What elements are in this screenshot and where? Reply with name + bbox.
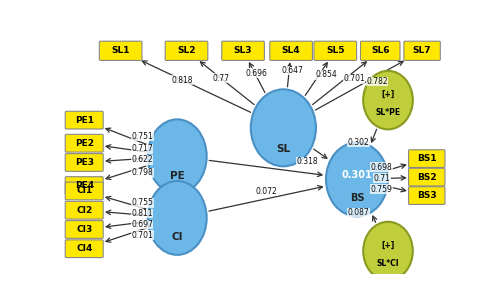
Text: 0.072: 0.072 (256, 187, 277, 196)
Text: SL*CI: SL*CI (376, 259, 400, 268)
Text: 0.696: 0.696 (246, 69, 268, 78)
FancyBboxPatch shape (314, 41, 356, 60)
Text: CI1: CI1 (76, 186, 92, 196)
Text: 0.798: 0.798 (132, 168, 154, 177)
Text: SL6: SL6 (371, 46, 390, 55)
Ellipse shape (148, 119, 206, 193)
Text: 0.701: 0.701 (343, 75, 365, 83)
Text: 0.751: 0.751 (132, 132, 154, 141)
Text: [+]: [+] (382, 89, 394, 99)
Text: 0.71: 0.71 (374, 173, 390, 183)
FancyBboxPatch shape (65, 177, 103, 194)
Text: SL3: SL3 (234, 46, 252, 55)
FancyBboxPatch shape (100, 41, 142, 60)
FancyBboxPatch shape (165, 41, 208, 60)
Text: PE1: PE1 (74, 116, 94, 125)
Ellipse shape (251, 89, 316, 166)
Text: CI: CI (172, 232, 183, 242)
Text: 0.701: 0.701 (132, 231, 154, 240)
FancyBboxPatch shape (65, 221, 103, 238)
FancyBboxPatch shape (270, 41, 312, 60)
Text: BS: BS (350, 193, 364, 203)
FancyBboxPatch shape (65, 240, 103, 257)
FancyBboxPatch shape (222, 41, 264, 60)
Text: 0.782: 0.782 (366, 77, 388, 86)
Text: 0.622: 0.622 (131, 155, 153, 164)
Text: BS2: BS2 (417, 172, 436, 182)
Text: 0.301: 0.301 (342, 170, 372, 180)
Text: 0.717: 0.717 (131, 144, 153, 153)
Ellipse shape (326, 142, 388, 216)
Text: 0.302: 0.302 (348, 138, 369, 147)
Text: CI2: CI2 (76, 206, 92, 215)
Text: SL7: SL7 (413, 46, 432, 55)
Text: PE3: PE3 (74, 158, 94, 167)
Text: 0.755: 0.755 (132, 198, 154, 207)
Text: BS1: BS1 (417, 154, 436, 163)
Text: SL1: SL1 (112, 46, 130, 55)
FancyBboxPatch shape (65, 134, 103, 152)
Text: PE: PE (170, 171, 184, 180)
FancyBboxPatch shape (65, 201, 103, 219)
FancyBboxPatch shape (65, 154, 103, 171)
FancyBboxPatch shape (65, 111, 103, 129)
Text: 0.087: 0.087 (348, 208, 370, 217)
Ellipse shape (363, 222, 413, 280)
Text: 0.759: 0.759 (370, 184, 392, 193)
Text: 0.647: 0.647 (282, 66, 304, 75)
Text: CI3: CI3 (76, 225, 92, 234)
Ellipse shape (363, 71, 413, 129)
Text: 0.698: 0.698 (370, 163, 392, 172)
Text: SL4: SL4 (282, 46, 300, 55)
Text: 0.818: 0.818 (171, 76, 192, 85)
FancyBboxPatch shape (408, 187, 445, 205)
FancyBboxPatch shape (408, 150, 445, 168)
Text: 0.697: 0.697 (131, 220, 153, 229)
Text: [+]: [+] (382, 240, 394, 249)
Text: PE2: PE2 (74, 139, 94, 148)
FancyBboxPatch shape (65, 182, 103, 200)
Text: CI4: CI4 (76, 244, 92, 253)
Text: BS3: BS3 (417, 191, 436, 200)
Text: SL: SL (276, 144, 290, 154)
Text: PE4: PE4 (74, 181, 94, 190)
Text: SL*PE: SL*PE (376, 108, 400, 117)
FancyBboxPatch shape (360, 41, 400, 60)
Text: SL2: SL2 (177, 46, 196, 55)
Text: 0.854: 0.854 (315, 70, 337, 79)
Text: 0.318: 0.318 (296, 157, 318, 166)
FancyBboxPatch shape (408, 168, 445, 186)
Text: 0.77: 0.77 (212, 74, 229, 83)
FancyBboxPatch shape (404, 41, 440, 60)
Text: 0.811: 0.811 (131, 209, 152, 218)
Ellipse shape (148, 181, 206, 255)
Text: SL5: SL5 (326, 46, 344, 55)
